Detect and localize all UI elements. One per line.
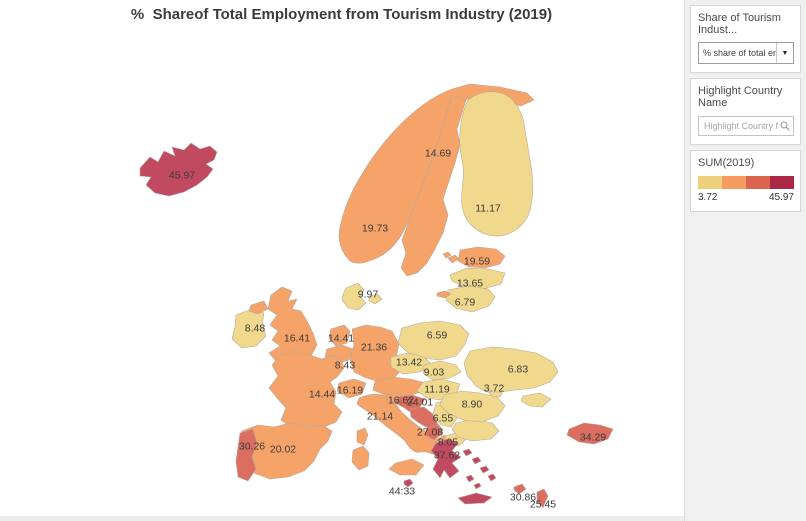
country-corsica[interactable]	[356, 427, 369, 446]
map-label-croatia: 24.01	[407, 397, 433, 409]
map-label-ireland: 8.48	[245, 323, 266, 335]
map-label-romania: 8.90	[462, 399, 483, 411]
country-switzerland[interactable]	[336, 378, 367, 399]
map-label-sweden: 14.69	[425, 148, 451, 160]
map-label-greece: 37.62	[434, 450, 460, 462]
window-bottom-edge	[0, 516, 806, 521]
filter-card: Share of Tourism Indust... % share of to…	[690, 5, 801, 73]
map-label-great-britain: 16.41	[284, 333, 310, 345]
country-greek-island[interactable]	[471, 456, 482, 465]
country-netherlands[interactable]	[328, 324, 351, 347]
map-label-serbia: 6.55	[433, 413, 454, 425]
map-label-finland: 11.17	[475, 203, 501, 215]
map-label-georgia: 34.29	[580, 432, 606, 444]
country-kaliningrad[interactable]	[436, 290, 452, 299]
search-icon[interactable]	[780, 121, 790, 131]
page-title: % Shareof Total Employment from Tourism …	[0, 0, 683, 31]
country-estonia[interactable]	[457, 246, 506, 269]
legend-swatch-4[interactable]	[770, 176, 794, 189]
country-island-b[interactable]	[536, 488, 549, 508]
country-northern-ireland[interactable]	[248, 300, 269, 315]
map-label-montenegro: 27.08	[417, 427, 443, 439]
country-denmark-island[interactable]	[368, 293, 383, 305]
highlight-searchbox	[698, 116, 794, 136]
legend-max: 45.97	[768, 192, 794, 203]
country-greek-island[interactable]	[462, 448, 473, 457]
map-label-moldova: 3.72	[484, 383, 505, 395]
country-sicily[interactable]	[388, 458, 425, 476]
legend-card: SUM(2019) 3.72 45.97	[690, 150, 801, 212]
map-label-netherlands: 14.41	[328, 333, 354, 345]
map-label-france: 14.44	[309, 389, 335, 401]
country-ukraine[interactable]	[463, 346, 559, 393]
country-denmark[interactable]	[341, 282, 367, 311]
country-greek-island[interactable]	[487, 473, 497, 482]
country-georgia[interactable]	[566, 422, 614, 445]
country-malta[interactable]	[403, 478, 414, 488]
country-germany[interactable]	[349, 324, 404, 383]
map-label-italy: 21.14	[367, 411, 393, 423]
country-norway[interactable]	[338, 83, 535, 264]
map-label-austria: 16.62	[388, 395, 414, 407]
highlight-card: Highlight Country Name	[690, 78, 801, 145]
country-greek-island[interactable]	[473, 482, 482, 490]
country-slovakia[interactable]	[422, 360, 462, 381]
highlight-country-input[interactable]	[698, 116, 794, 136]
map-label-hungary: 11.19	[424, 384, 450, 396]
legend-swatch-1[interactable]	[698, 176, 722, 189]
country-estonia-island[interactable]	[442, 251, 452, 259]
country-finland[interactable]	[459, 91, 534, 237]
measure-dropdown-value: % share of total employ...	[703, 48, 776, 58]
map-label-slovakia: 9.03	[424, 367, 445, 379]
highlight-card-title: Highlight Country Name	[698, 85, 783, 109]
map-label-estonia: 19.59	[464, 256, 490, 268]
legend-min: 3.72	[698, 192, 718, 203]
map-label-germany: 21.36	[361, 342, 387, 354]
country-greek-island[interactable]	[479, 465, 490, 474]
country-latvia[interactable]	[449, 267, 506, 290]
legend-color-ramp[interactable]	[698, 176, 794, 189]
map-label-spain: 20.02	[270, 444, 296, 456]
map-label-belgium: 8.43	[335, 360, 356, 372]
map-label-czechia: 13.42	[396, 357, 422, 369]
country-lithuania[interactable]	[445, 285, 496, 313]
country-crete[interactable]	[457, 492, 493, 505]
map-label-island-b: 25.45	[530, 499, 556, 511]
map-label-poland: 6.59	[427, 330, 448, 342]
map-label-lithuania: 6.79	[455, 297, 476, 309]
dropdown-arrow-icon[interactable]: ▼	[776, 43, 793, 63]
country-estonia-island[interactable]	[447, 254, 460, 264]
country-france[interactable]	[268, 350, 345, 429]
map-label-iceland: 45.97	[169, 170, 195, 182]
map-label-ukraine: 6.83	[508, 364, 529, 376]
legend-range: 3.72 45.97	[698, 192, 794, 203]
map-label-norway: 19.73	[362, 223, 388, 235]
legend-swatch-3[interactable]	[746, 176, 770, 189]
country-united-kingdom[interactable]	[267, 286, 318, 362]
map-label-switzerland: 16.19	[337, 385, 363, 397]
map-label-malta: 44:33	[389, 486, 415, 498]
country-greece[interactable]	[430, 438, 462, 479]
map-label-island-a: 30.86	[510, 492, 536, 504]
country-crimea[interactable]	[520, 392, 552, 408]
country-island-a[interactable]	[513, 483, 527, 495]
map-label-north-macedonia: 8.05	[438, 437, 459, 449]
country-sardinia[interactable]	[351, 445, 370, 471]
legend-swatch-2[interactable]	[722, 176, 746, 189]
europe-choropleth-map: 45.97 19.73 14.69 11.17 19.59 13.65 6.79 9.97 8.…	[0, 30, 683, 515]
country-greek-island[interactable]	[465, 474, 475, 483]
country-portugal[interactable]	[235, 428, 258, 482]
country-poland[interactable]	[397, 320, 470, 361]
filter-card-title: Share of Tourism Indust...	[698, 12, 781, 36]
legend-title: SUM(2019)	[698, 157, 755, 169]
map-label-portugal: 30.26	[239, 441, 265, 453]
country-montenegro[interactable]	[424, 424, 444, 441]
map-label-denmark: 9.97	[358, 289, 379, 301]
country-iceland[interactable]	[139, 142, 218, 197]
sidebar: Share of Tourism Indust... % share of to…	[684, 0, 806, 521]
measure-dropdown[interactable]: % share of total employ... ▼	[698, 42, 794, 64]
map-label-latvia: 13.65	[457, 278, 483, 290]
country-romania[interactable]	[439, 390, 506, 423]
